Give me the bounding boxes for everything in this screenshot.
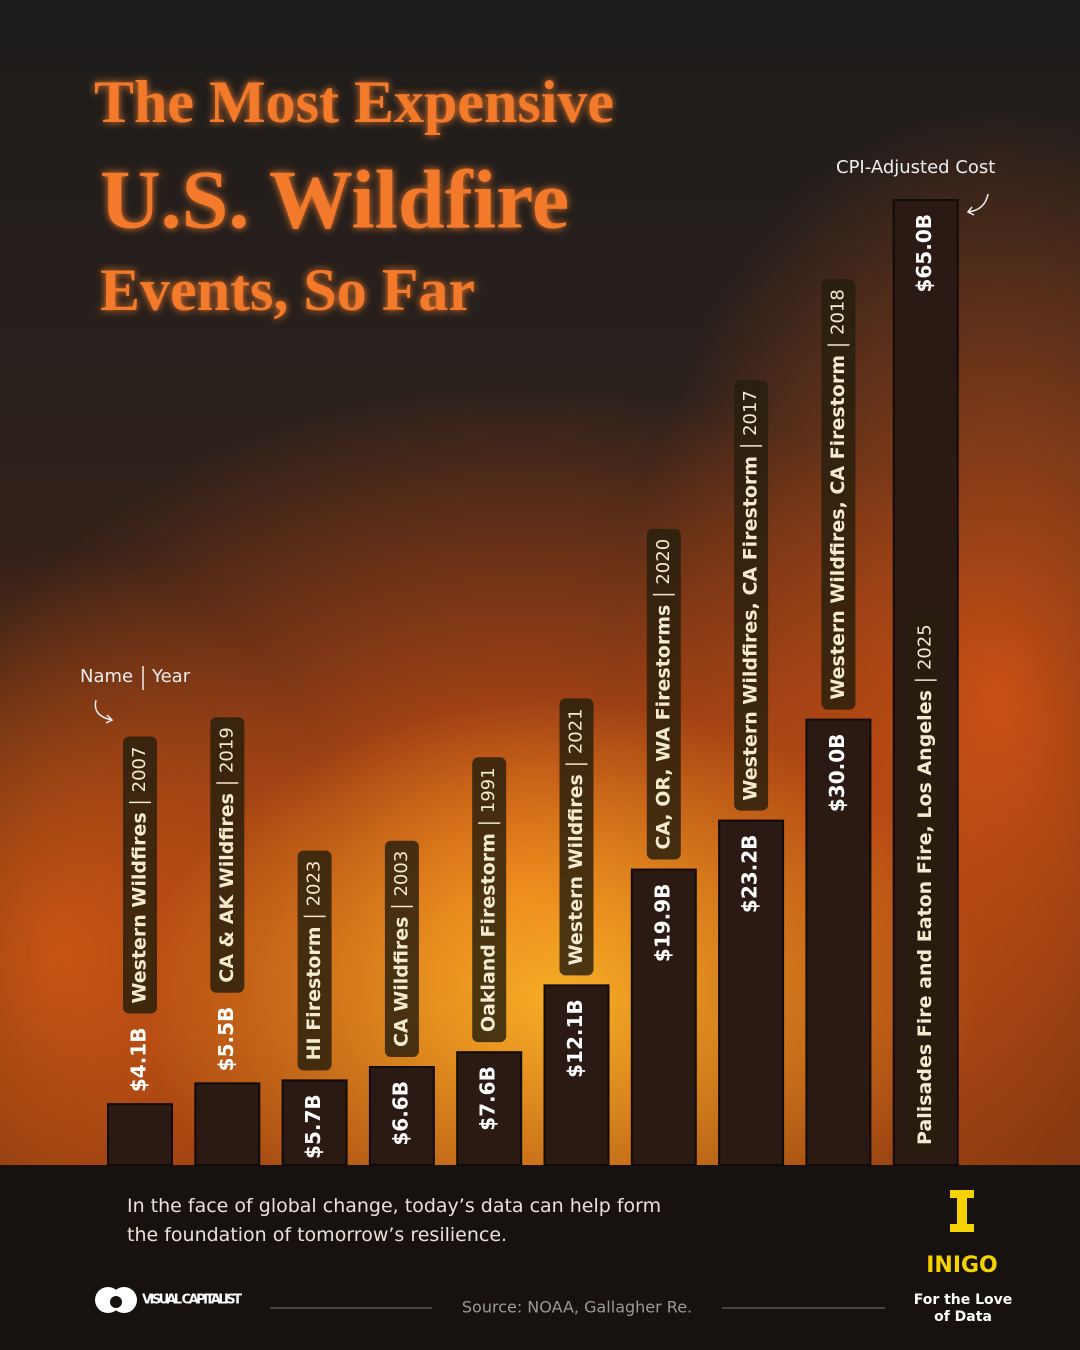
publisher-logo — [95, 1287, 137, 1313]
category-label: CA, OR, WA Firestorms — [652, 605, 674, 850]
footnote: In the face of global change, today’s da… — [127, 1195, 662, 1246]
label-pill — [646, 528, 681, 860]
bar — [194, 1082, 261, 1167]
category-label: Western Wildfires, CA Firestorm — [827, 355, 849, 700]
year-label: 2017 — [740, 390, 761, 436]
value-label: $5.5B — [214, 1007, 238, 1072]
arrow — [967, 193, 989, 213]
value-label: $19.9B — [650, 884, 674, 963]
label-pill — [821, 279, 856, 710]
title-line: Events, So Far — [100, 257, 475, 323]
arrow — [94, 699, 113, 721]
category-label: Western Wildfires — [129, 812, 151, 1003]
label-pill — [559, 698, 594, 976]
label-pill — [210, 717, 245, 993]
year-label: 2020 — [653, 539, 674, 585]
title-line: U.S. Wildfire — [100, 153, 569, 246]
year-label: 2007 — [129, 747, 150, 793]
label-pill — [297, 850, 332, 1071]
year-label: 2023 — [304, 861, 325, 907]
category-label: Western Wildfires — [565, 774, 587, 965]
sponsor-tagline: For the Love of Data — [913, 1292, 1013, 1325]
bar — [368, 1066, 435, 1166]
bar — [456, 1051, 523, 1166]
label-pill — [384, 840, 419, 1058]
sponsor-logo — [950, 1190, 974, 1232]
year-label: 2025 — [915, 624, 936, 670]
bar — [630, 868, 697, 1166]
category-label: HI Firestorm — [303, 926, 325, 1060]
source: Source: NOAA, Gallagher Re. — [462, 1298, 692, 1317]
value-label: $7.6B — [476, 1066, 500, 1131]
category-label: Palisades Fire and Eaton Fire, Los Angel… — [914, 690, 936, 1145]
label-pill — [734, 380, 769, 811]
arrow-head — [105, 714, 114, 724]
annotation: CPI-Adjusted Cost — [836, 157, 995, 178]
label-pill — [472, 757, 507, 1043]
value-label: $12.1B — [563, 999, 587, 1078]
year-label: 2021 — [566, 708, 587, 754]
bar — [281, 1079, 348, 1167]
sponsor: INIGO — [926, 1253, 998, 1278]
value-label: $23.2B — [738, 835, 762, 914]
bar — [718, 819, 785, 1166]
value-label: $5.7B — [301, 1094, 325, 1159]
year-label: 2019 — [216, 727, 237, 773]
value-label: $6.6B — [388, 1081, 412, 1146]
year-label: 1991 — [478, 767, 499, 813]
annotation: Name — [80, 666, 133, 687]
value-label: $4.1B — [127, 1028, 151, 1093]
arrow-head — [966, 206, 975, 216]
year-label: 2018 — [827, 289, 848, 335]
bar — [805, 718, 872, 1166]
category-label: Western Wildfires, CA Firestorm — [740, 456, 762, 801]
publisher: VISUAL CAPITALIST — [142, 1293, 242, 1308]
bar — [543, 984, 610, 1166]
value-label: $30.0B — [825, 734, 849, 813]
annotation: Year — [151, 666, 191, 687]
category-label: Oakland Firestorm — [478, 833, 500, 1032]
year-label: 2003 — [391, 851, 412, 897]
title-line: The Most Expensive — [94, 69, 614, 135]
category-label: CA & AK Wildfires — [216, 793, 238, 983]
label-pill — [908, 614, 943, 1155]
label-pill — [123, 736, 157, 1014]
bar — [107, 1103, 173, 1166]
category-label: CA Wildfires — [390, 917, 412, 1048]
value-label: $65.0B — [912, 214, 936, 293]
ground — [0, 1165, 1080, 1350]
